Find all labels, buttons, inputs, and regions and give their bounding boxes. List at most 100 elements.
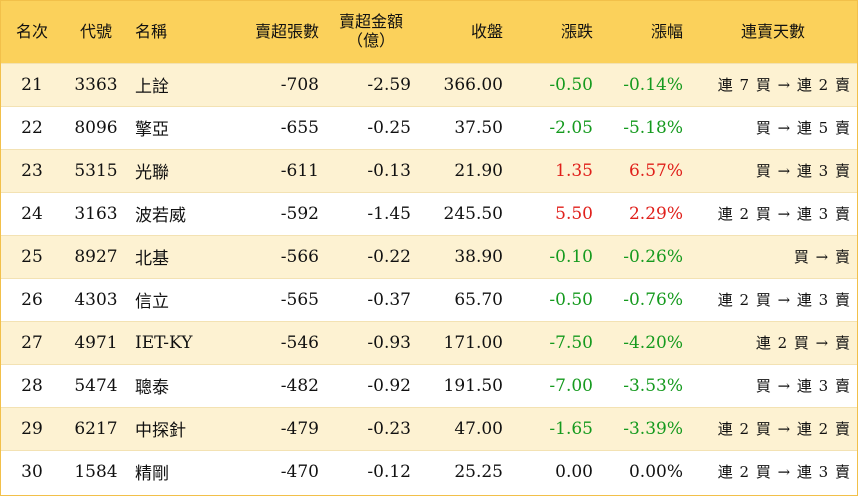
cell-streak: 買 → 連 3 賣 [689,148,857,192]
cell-streak: 連 7 買 → 連 2 賣 [689,62,857,106]
cell-streak: 買 → 連 5 賣 [689,105,857,149]
cell-code: 4303 [63,277,129,321]
header-change: 漲跌 [560,21,593,41]
header-net-amount-line2: （億） [346,30,395,50]
cell-change: 0.00 [509,449,599,493]
cell-net-lots: -470 [221,449,325,493]
cell-change-pct: -0.14% [599,62,689,106]
cell-code: 4971 [63,320,129,364]
cell-code: 6217 [63,406,129,450]
cell-change: -7.00 [509,363,599,407]
cell-change: -0.50 [509,277,599,321]
cell-net-amount: -0.93 [325,320,417,364]
cell-change-pct: -5.18% [599,105,689,149]
cell-streak: 連 2 買 → 連 3 賣 [689,191,857,235]
cell-name: 聰泰 [129,363,221,407]
table-row: 30 1584 精剛 -470 -0.12 25.25 0.00 0.00% 連… [1,449,857,493]
header-net-amount: 賣超金額 （億） [325,1,417,63]
cell-change: -1.65 [509,406,599,450]
cell-code: 3363 [63,62,129,106]
cell-code: 3163 [63,191,129,235]
table-row: 26 4303 信立 -565 -0.37 65.70 -0.50 -0.76%… [1,277,857,321]
header-name: 名稱 [135,21,168,41]
cell-streak: 買 → 賣 [689,234,857,278]
cell-change-pct: 2.29% [599,191,689,235]
table-row: 21 3363 上詮 -708 -2.59 366.00 -0.50 -0.14… [1,62,857,106]
cell-change: -0.10 [509,234,599,278]
table-row: 22 8096 擎亞 -655 -0.25 37.50 -2.05 -5.18%… [1,105,857,149]
cell-net-lots: -566 [221,234,325,278]
cell-name: IET-KY [129,320,221,364]
cell-close: 366.00 [417,62,509,106]
cell-name: 波若威 [129,191,221,235]
cell-change-pct: 6.57% [599,148,689,192]
cell-close: 245.50 [417,191,509,235]
cell-name: 擎亞 [129,105,221,149]
cell-streak: 連 2 買 → 賣 [689,320,857,364]
header-net-amount-line1: 賣超金額 [338,12,403,32]
cell-net-amount: -0.25 [325,105,417,149]
cell-rank: 29 [1,406,63,450]
cell-name: 信立 [129,277,221,321]
cell-name: 上詮 [129,62,221,106]
cell-net-lots: -592 [221,191,325,235]
cell-rank: 24 [1,191,63,235]
cell-net-lots: -655 [221,105,325,149]
header-row: 名次 代號 名稱 賣超張數 賣超金額 （億） 收盤 漲跌 漲幅 連賣天數 [1,1,857,63]
cell-streak: 連 2 買 → 連 3 賣 [689,277,857,321]
cell-net-amount: -0.12 [325,449,417,493]
cell-streak: 連 2 買 → 連 2 賣 [689,406,857,450]
cell-code: 8096 [63,105,129,149]
cell-rank: 26 [1,277,63,321]
cell-close: 65.70 [417,277,509,321]
cell-streak: 連 2 買 → 連 3 賣 [689,449,857,493]
header-code: 代號 [79,21,112,41]
cell-name: 光聯 [129,148,221,192]
cell-net-lots: -708 [221,62,325,106]
cell-change: 1.35 [509,148,599,192]
cell-name: 北基 [129,234,221,278]
cell-rank: 22 [1,105,63,149]
cell-code: 1584 [63,449,129,493]
cell-net-amount: -0.92 [325,363,417,407]
header-net-lots: 賣超張數 [254,21,319,41]
cell-code: 8927 [63,234,129,278]
table-row: 24 3163 波若威 -592 -1.45 245.50 5.50 2.29%… [1,191,857,235]
cell-close: 37.50 [417,105,509,149]
table-row: 23 5315 光聯 -611 -0.13 21.90 1.35 6.57% 買… [1,148,857,192]
cell-close: 47.00 [417,406,509,450]
table-row: 25 8927 北基 -566 -0.22 38.90 -0.10 -0.26%… [1,234,857,278]
cell-change-pct: -3.53% [599,363,689,407]
cell-change: 5.50 [509,191,599,235]
cell-change-pct: 0.00% [599,449,689,493]
cell-net-amount: -0.37 [325,277,417,321]
cell-net-lots: -479 [221,406,325,450]
cell-net-lots: -565 [221,277,325,321]
header-streak: 連賣天數 [740,21,805,41]
cell-net-amount: -0.22 [325,234,417,278]
cell-net-amount: -2.59 [325,62,417,106]
cell-net-amount: -0.23 [325,406,417,450]
table-row: 27 4971 IET-KY -546 -0.93 171.00 -7.50 -… [1,320,857,364]
cell-rank: 27 [1,320,63,364]
cell-change: -2.05 [509,105,599,149]
cell-change: -7.50 [509,320,599,364]
header-rank: 名次 [15,21,48,41]
cell-close: 171.00 [417,320,509,364]
cell-rank: 25 [1,234,63,278]
cell-code: 5315 [63,148,129,192]
cell-net-amount: -1.45 [325,191,417,235]
cell-net-amount: -0.13 [325,148,417,192]
cell-net-lots: -482 [221,363,325,407]
cell-net-lots: -611 [221,148,325,192]
cell-name: 中探針 [129,406,221,450]
cell-rank: 30 [1,449,63,493]
cell-change: -0.50 [509,62,599,106]
cell-change-pct: -4.20% [599,320,689,364]
cell-code: 5474 [63,363,129,407]
cell-close: 21.90 [417,148,509,192]
cell-rank: 28 [1,363,63,407]
cell-close: 191.50 [417,363,509,407]
